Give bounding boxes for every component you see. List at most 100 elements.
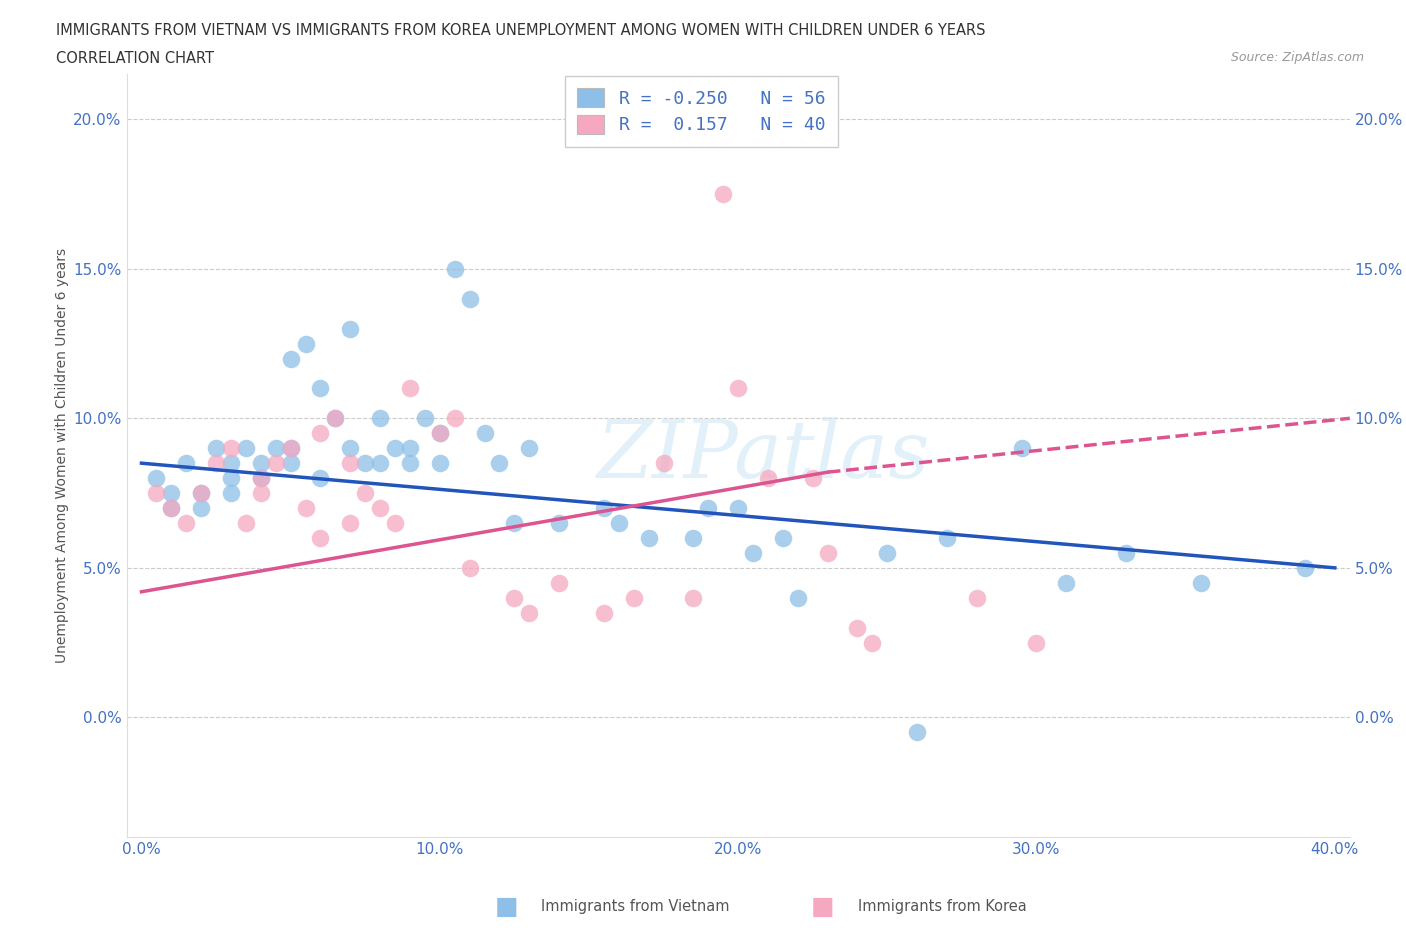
- Point: [280, 351, 302, 365]
- Point: [294, 500, 316, 515]
- Point: [652, 456, 675, 471]
- Point: [219, 471, 242, 485]
- Point: [1025, 635, 1047, 650]
- Point: [623, 591, 645, 605]
- Point: [280, 441, 302, 456]
- Point: [368, 500, 391, 515]
- Point: [219, 441, 242, 456]
- Point: [368, 411, 391, 426]
- Point: [280, 456, 302, 471]
- Point: [488, 456, 510, 471]
- Y-axis label: Unemployment Among Women with Children Under 6 years: Unemployment Among Women with Children U…: [55, 248, 69, 663]
- Point: [339, 456, 361, 471]
- Point: [249, 471, 271, 485]
- Point: [249, 456, 271, 471]
- Legend: R = -0.250   N = 56, R =  0.157   N = 40: R = -0.250 N = 56, R = 0.157 N = 40: [565, 76, 838, 147]
- Point: [309, 426, 332, 441]
- Point: [697, 500, 720, 515]
- Point: [443, 411, 465, 426]
- Text: IMMIGRANTS FROM VIETNAM VS IMMIGRANTS FROM KOREA UNEMPLOYMENT AMONG WOMEN WITH C: IMMIGRANTS FROM VIETNAM VS IMMIGRANTS FR…: [56, 23, 986, 38]
- Point: [1294, 561, 1316, 576]
- Point: [413, 411, 436, 426]
- Text: Immigrants from Korea: Immigrants from Korea: [858, 899, 1026, 914]
- Point: [682, 530, 704, 545]
- Point: [756, 471, 779, 485]
- Point: [607, 515, 630, 530]
- Point: [742, 546, 765, 561]
- Point: [458, 291, 481, 306]
- Point: [637, 530, 659, 545]
- Point: [339, 441, 361, 456]
- Point: [1189, 576, 1212, 591]
- Text: ■: ■: [811, 895, 834, 919]
- Point: [593, 500, 616, 515]
- Point: [264, 456, 287, 471]
- Point: [443, 261, 465, 276]
- Point: [309, 530, 332, 545]
- Point: [503, 515, 526, 530]
- Point: [399, 381, 422, 396]
- Point: [458, 561, 481, 576]
- Text: Source: ZipAtlas.com: Source: ZipAtlas.com: [1230, 51, 1364, 64]
- Point: [174, 456, 197, 471]
- Point: [309, 471, 332, 485]
- Point: [801, 471, 824, 485]
- Text: ZIPatlas: ZIPatlas: [596, 417, 929, 495]
- Point: [325, 411, 347, 426]
- Point: [772, 530, 794, 545]
- Point: [1011, 441, 1033, 456]
- Point: [399, 441, 422, 456]
- Text: ■: ■: [495, 895, 517, 919]
- Point: [249, 471, 271, 485]
- Point: [145, 471, 167, 485]
- Point: [786, 591, 808, 605]
- Point: [249, 485, 271, 500]
- Text: CORRELATION CHART: CORRELATION CHART: [56, 51, 214, 66]
- Point: [548, 515, 571, 530]
- Point: [860, 635, 883, 650]
- Point: [517, 605, 540, 620]
- Point: [727, 500, 749, 515]
- Point: [280, 441, 302, 456]
- Point: [503, 591, 526, 605]
- Point: [936, 530, 959, 545]
- Point: [876, 546, 898, 561]
- Point: [339, 321, 361, 336]
- Point: [264, 441, 287, 456]
- Point: [190, 485, 212, 500]
- Point: [294, 336, 316, 351]
- Point: [354, 456, 377, 471]
- Point: [966, 591, 988, 605]
- Point: [846, 620, 869, 635]
- Point: [219, 456, 242, 471]
- Point: [474, 426, 496, 441]
- Point: [399, 456, 422, 471]
- Point: [160, 500, 183, 515]
- Point: [429, 426, 451, 441]
- Text: Immigrants from Vietnam: Immigrants from Vietnam: [541, 899, 730, 914]
- Point: [429, 456, 451, 471]
- Point: [190, 485, 212, 500]
- Point: [205, 456, 228, 471]
- Point: [368, 456, 391, 471]
- Point: [1115, 546, 1137, 561]
- Point: [235, 441, 257, 456]
- Point: [517, 441, 540, 456]
- Point: [548, 576, 571, 591]
- Point: [145, 485, 167, 500]
- Point: [905, 724, 928, 739]
- Point: [384, 515, 406, 530]
- Point: [354, 485, 377, 500]
- Point: [190, 500, 212, 515]
- Point: [160, 500, 183, 515]
- Point: [339, 515, 361, 530]
- Point: [682, 591, 704, 605]
- Point: [309, 381, 332, 396]
- Point: [727, 381, 749, 396]
- Point: [325, 411, 347, 426]
- Point: [593, 605, 616, 620]
- Point: [711, 187, 734, 202]
- Point: [384, 441, 406, 456]
- Point: [174, 515, 197, 530]
- Point: [429, 426, 451, 441]
